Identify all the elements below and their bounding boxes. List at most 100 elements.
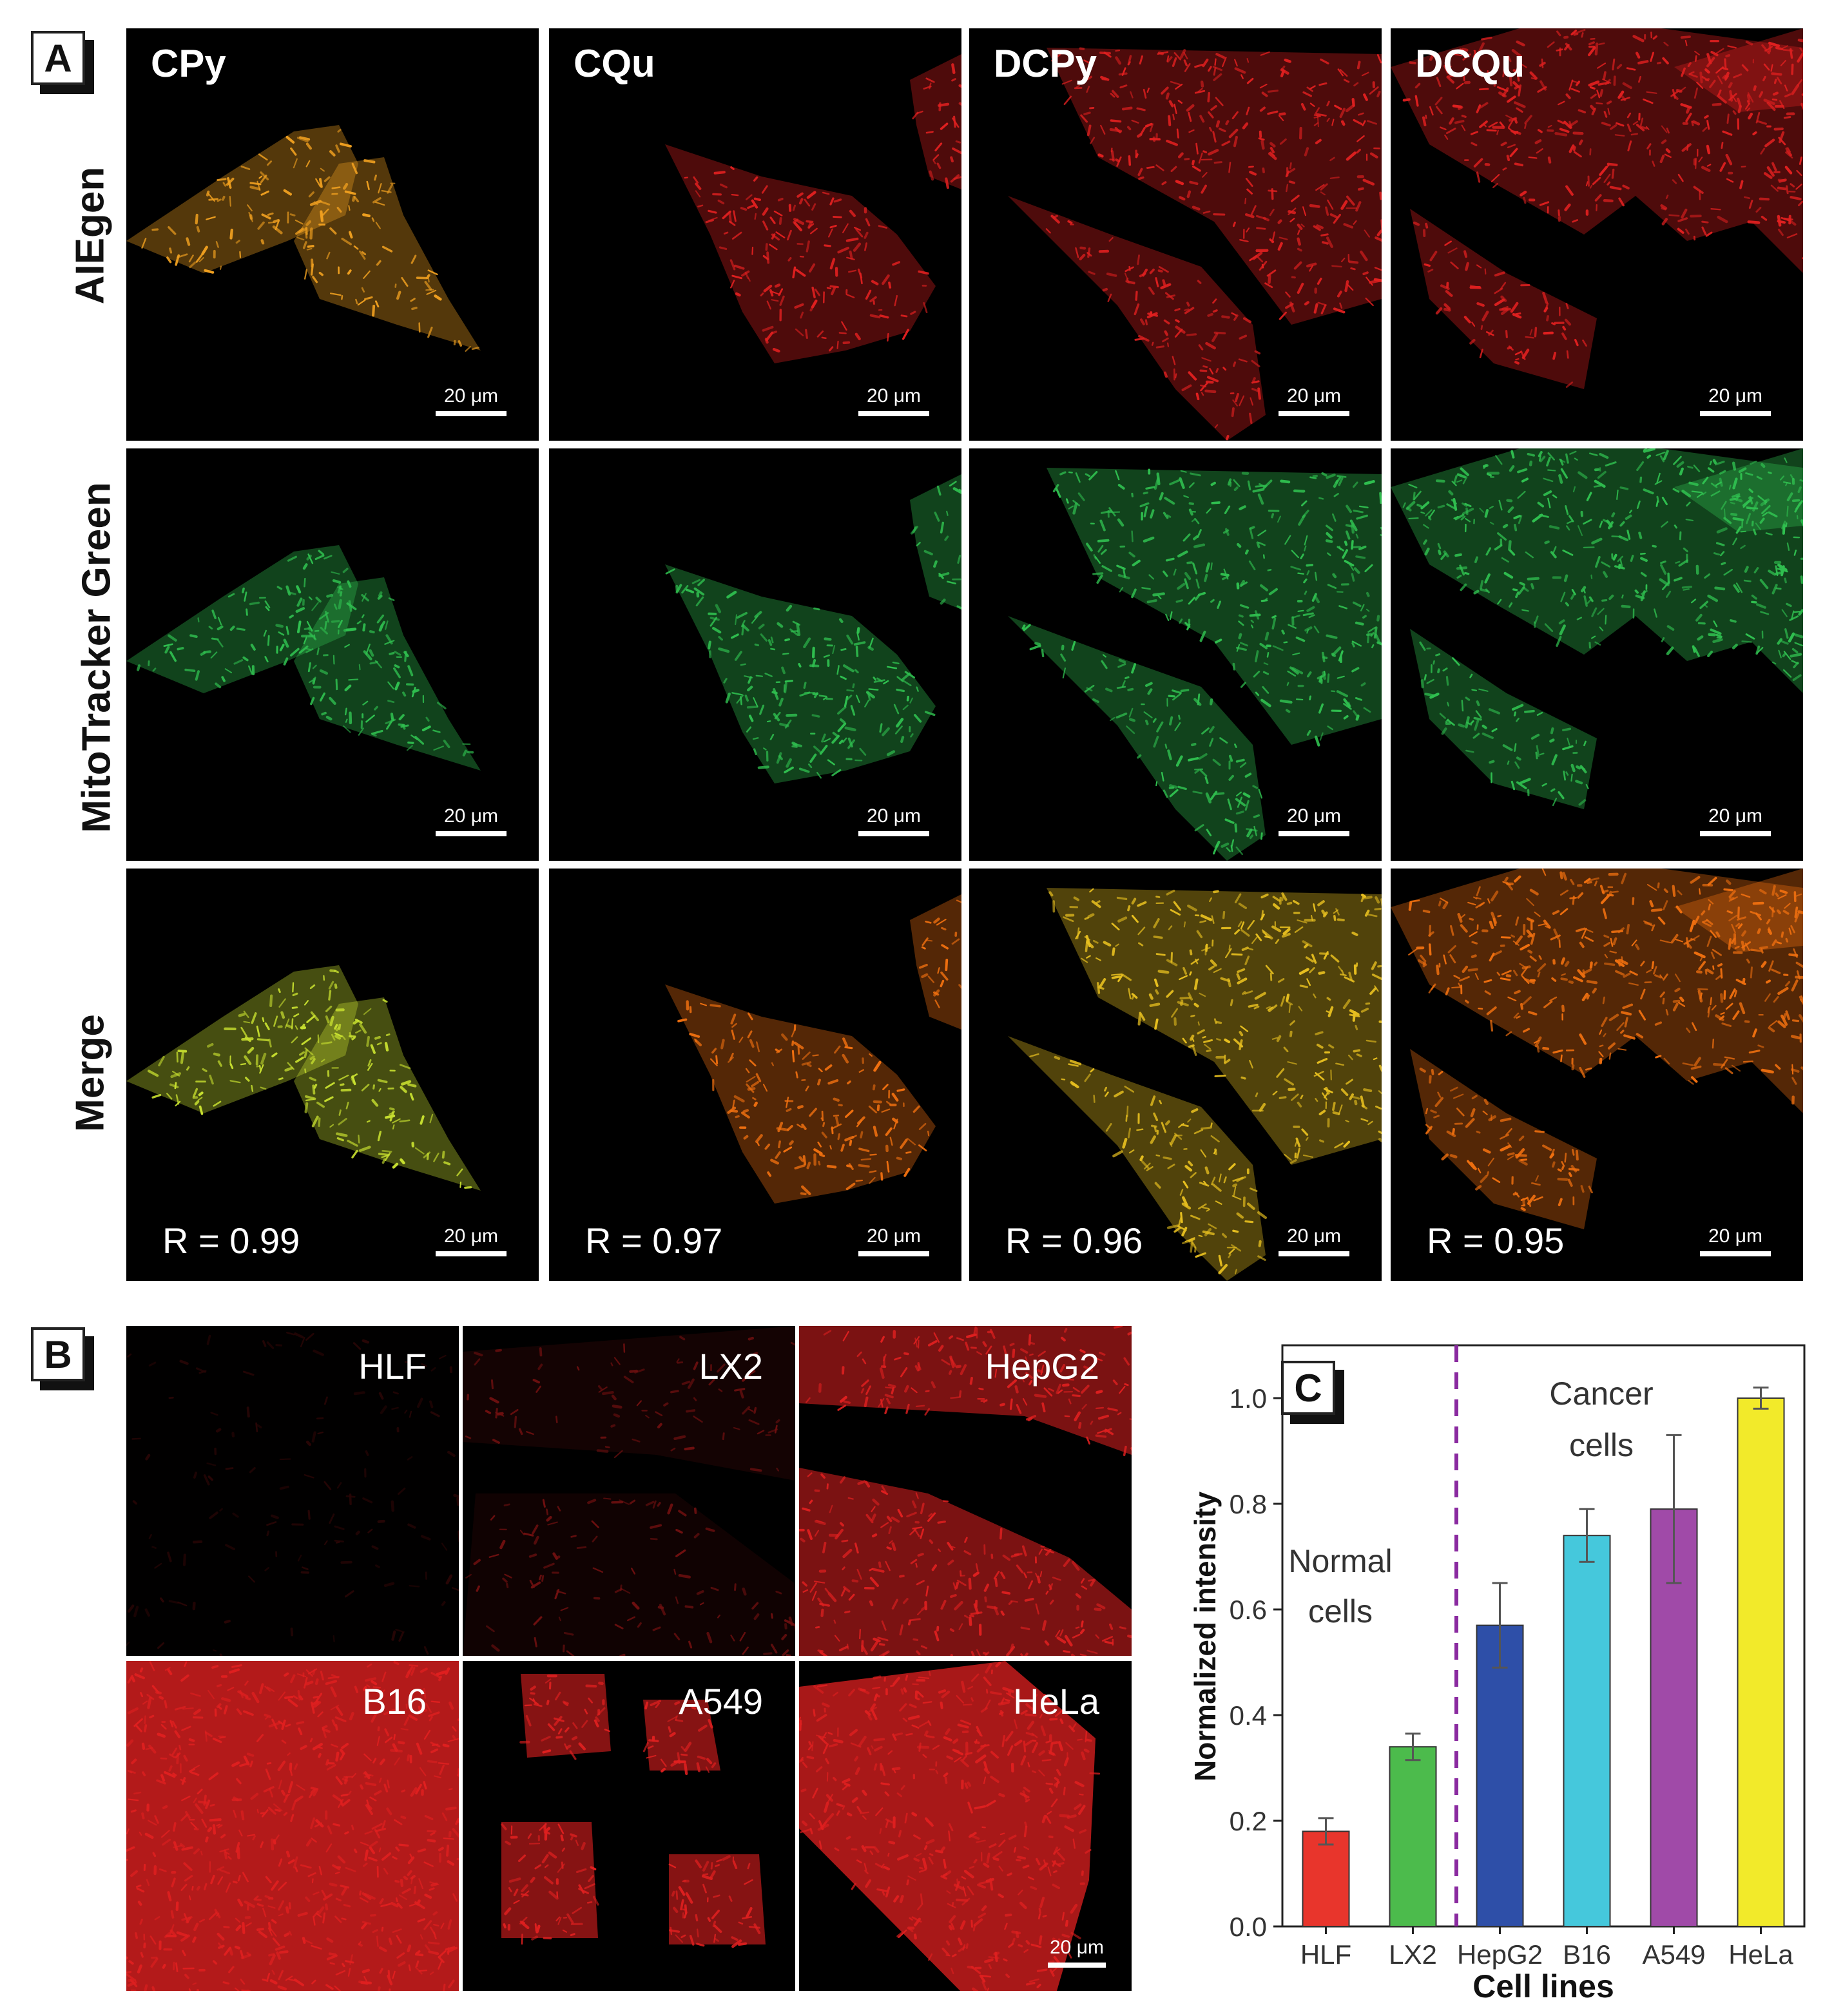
scale-bar-line (858, 831, 929, 836)
column-title-dcqu: DCQu (1415, 42, 1525, 85)
scale-bar-label: 20 μm (1287, 385, 1341, 407)
scale-bar-label: 20 μm (1050, 1937, 1104, 1958)
column-title-dcpy: DCPy (994, 42, 1097, 85)
scale-bar-label: 20 μm (1287, 1225, 1341, 1247)
cell-fluorescence-image (799, 1661, 1101, 1991)
scale-bar: 20 μm (1048, 1937, 1106, 1968)
cell-fluorescence-image (665, 54, 961, 363)
micrograph-cpy-merge: R = 0.99 20 μm (126, 869, 539, 1281)
cancer-cells-label-line2: cells (1569, 1427, 1634, 1463)
correlation-cpy: R = 0.99 (162, 1220, 300, 1261)
x-tick-label-lx2: LX2 (1389, 1939, 1437, 1970)
scale-bar: 20 μm (1700, 385, 1771, 416)
scale-bar-line (1700, 831, 1771, 836)
cell-fluorescence-image (799, 1326, 1132, 1656)
micrograph-dcqu-mitotracker: 20 μm (1391, 448, 1803, 861)
cell-line-label-lx2: LX2 (699, 1346, 763, 1387)
micrograph-hlf: HLF (126, 1326, 459, 1656)
micrograph-lx2: LX2 (463, 1326, 795, 1656)
scale-bar-line (858, 411, 929, 416)
cell-line-label-hela: HeLa (1013, 1681, 1099, 1722)
row-label-merge: Merge (68, 1014, 113, 1132)
cell-fluorescence-image (1391, 28, 1803, 389)
x-tick-label-hela: HeLa (1728, 1939, 1793, 1970)
scale-bar: 20 μm (1279, 385, 1349, 416)
scale-bar: 20 μm (858, 385, 929, 416)
y-tick-label-1.0: 1.0 (1230, 1383, 1267, 1414)
scale-bar-line (1048, 1963, 1106, 1968)
error-bar-lx2 (1405, 1733, 1421, 1762)
panel-b-label: B (31, 1327, 85, 1381)
micrograph-dcpy-merge: R = 0.96 20 μm (969, 869, 1382, 1281)
y-axis-title: Normalized intensity (1188, 1492, 1222, 1781)
scale-bar: 20 μm (436, 385, 507, 416)
bar-hela (1737, 1397, 1785, 1927)
panel-a-label: A (31, 31, 85, 85)
correlation-cqu: R = 0.97 (585, 1220, 723, 1261)
scale-bar-label: 20 μm (1708, 1225, 1762, 1247)
error-bar-b16 (1579, 1508, 1595, 1563)
error-bar-hepg2 (1492, 1582, 1508, 1669)
bar-b16 (1563, 1535, 1611, 1927)
scale-bar: 20 μm (436, 1225, 507, 1256)
cancer-cells-label-line1: Cancer (1549, 1376, 1653, 1412)
row-label-aiegen: AIEgen (68, 166, 113, 305)
cell-fluorescence-image (126, 965, 481, 1191)
scale-bar-line (436, 831, 507, 836)
cell-fluorescence-image (126, 1661, 459, 1991)
scale-bar: 20 μm (858, 805, 929, 836)
bar-lx2 (1389, 1746, 1437, 1927)
chart-frame (1281, 1344, 1806, 1928)
row-label-mitotracker: MitoTracker Green (74, 482, 119, 833)
cell-line-label-hlf: HLF (358, 1346, 427, 1387)
cell-fluorescence-image (501, 1674, 766, 1948)
error-bar-hlf (1318, 1817, 1334, 1846)
scale-bar-label: 20 μm (1287, 805, 1341, 827)
panel-c-bar-chart: 0.0 0.2 0.4 0.6 0.8 1.0 HLF LX2 HepG2 B16 A549 HeL… (1186, 1334, 1817, 2010)
scale-bar-line (1700, 411, 1771, 416)
scale-bar-label: 20 μm (867, 385, 921, 407)
scale-bar-line (436, 411, 507, 416)
bar-hepg2 (1476, 1624, 1524, 1927)
scale-bar-line (1279, 1251, 1349, 1256)
scale-bar-label: 20 μm (444, 1225, 498, 1247)
scale-bar-line (1279, 831, 1349, 836)
error-bar-hela (1753, 1387, 1769, 1410)
panel-c-label: C (1281, 1361, 1335, 1415)
micrograph-dcpy-aiegen: DCPy 20 μm (969, 28, 1382, 441)
cell-fluorescence-image (665, 474, 961, 783)
cell-fluorescence-image (665, 894, 961, 1204)
micrograph-dcqu-aiegen: DCQu 20 μm (1391, 28, 1803, 441)
scale-bar: 20 μm (1700, 1225, 1771, 1256)
micrograph-b16: B16 (126, 1661, 459, 1991)
x-axis-title: Cell lines (1472, 1968, 1614, 2004)
column-title-cqu: CQu (574, 42, 655, 85)
scale-bar-line (1700, 1251, 1771, 1256)
cell-line-label-b16: B16 (362, 1681, 427, 1722)
micrograph-cpy-mitotracker: 20 μm (126, 448, 539, 861)
scale-bar: 20 μm (858, 1225, 929, 1256)
scale-bar-label: 20 μm (1708, 385, 1762, 407)
micrograph-hepg2: HepG2 (799, 1326, 1132, 1656)
cell-line-label-hepg2: HepG2 (985, 1346, 1099, 1387)
scale-bar: 20 μm (436, 805, 507, 836)
x-tick-label-hepg2: HepG2 (1457, 1939, 1543, 1970)
micrograph-a549: A549 (463, 1661, 795, 1991)
correlation-dcqu: R = 0.95 (1427, 1220, 1565, 1261)
error-bar-a549 (1666, 1434, 1682, 1584)
micrograph-hela: HeLa 20 μm (799, 1661, 1132, 1991)
scale-bar-line (858, 1251, 929, 1256)
cell-fluorescence-image (1008, 47, 1382, 441)
x-tick-label-hlf: HLF (1300, 1939, 1351, 1970)
micrograph-cqu-aiegen: CQu 20 μm (549, 28, 961, 441)
bar-hlf (1302, 1830, 1350, 1928)
cell-line-label-a549: A549 (679, 1681, 763, 1722)
correlation-dcpy: R = 0.96 (1005, 1220, 1143, 1261)
scale-bar-line (1279, 411, 1349, 416)
micrograph-cqu-merge: R = 0.97 20 μm (549, 869, 961, 1281)
scale-bar-label: 20 μm (444, 385, 498, 407)
scale-bar-label: 20 μm (1708, 805, 1762, 827)
scale-bar-label: 20 μm (867, 1225, 921, 1247)
scale-bar: 20 μm (1700, 805, 1771, 836)
x-tick-label-a549: A549 (1642, 1939, 1705, 1970)
